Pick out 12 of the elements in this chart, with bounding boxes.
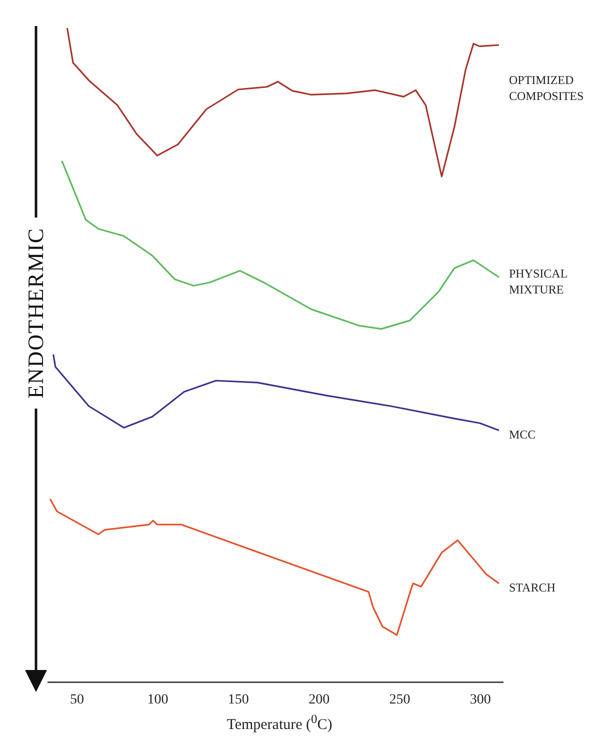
x-tick-label: 100 (147, 692, 168, 708)
x-tick-label: 250 (389, 692, 410, 708)
series-label: MCC (509, 427, 536, 442)
y-axis-title: ENDOTHERMIC (23, 217, 49, 409)
x-tick-label: 150 (228, 692, 249, 708)
text: OPTIMIZED COMPOSITES (509, 73, 584, 104)
x-axis-title: Temperature ($^{0}$C) (226, 712, 334, 734)
series-label: STARCH (509, 580, 556, 595)
x-tick-label: 50 (70, 692, 84, 708)
x-tick-label: 300 (470, 692, 491, 708)
series-label: PHYSICAL MIXTURE (509, 266, 568, 296)
x-tick-label: 200 (308, 692, 330, 708)
